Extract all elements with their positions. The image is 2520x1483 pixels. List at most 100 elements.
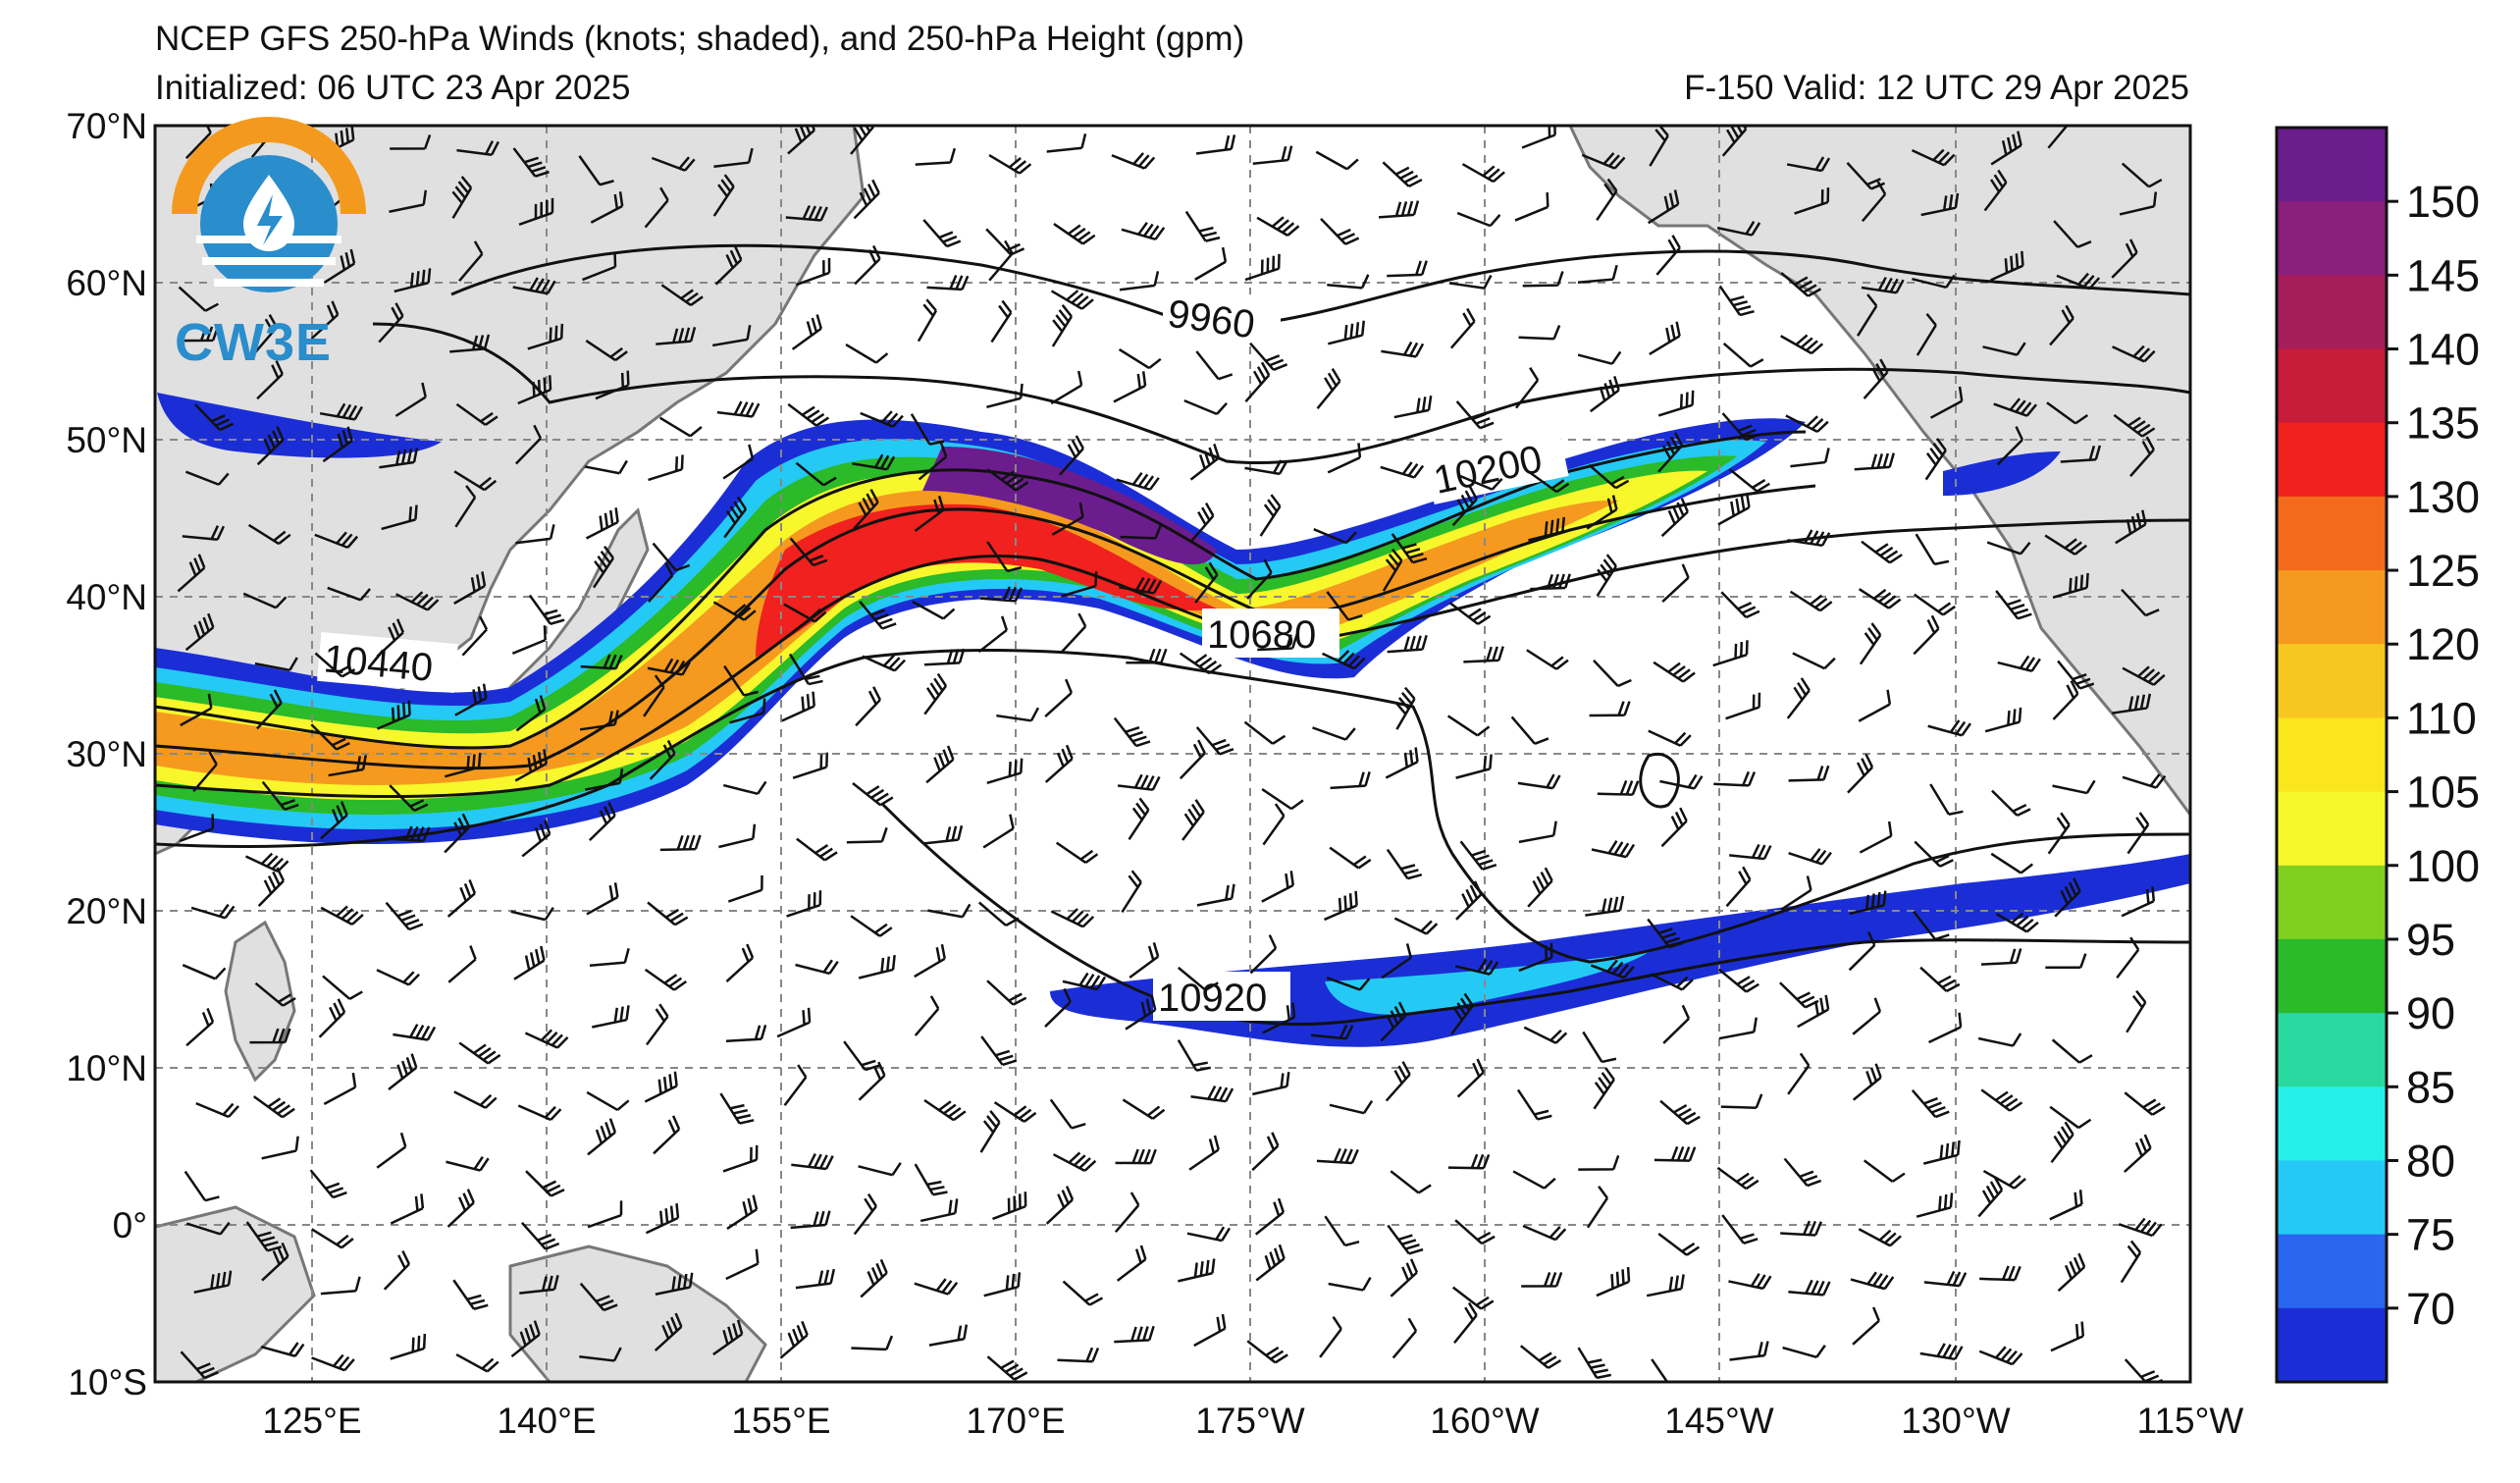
wind-barb bbox=[1060, 612, 1087, 654]
colorbar-segment bbox=[2277, 201, 2387, 276]
contour-label-10440: 10440 bbox=[322, 637, 435, 690]
wind-barb bbox=[385, 901, 424, 931]
wind-barb bbox=[1659, 773, 1704, 790]
colorbar-tick-label: 130 bbox=[2406, 472, 2480, 522]
wind-barb bbox=[1516, 1088, 1552, 1121]
wind-barb bbox=[528, 594, 565, 625]
wind-barb bbox=[2124, 1091, 2166, 1116]
wind-barb bbox=[1790, 448, 1830, 468]
wind-barb bbox=[1451, 1286, 1495, 1310]
colorbar-tick-label: 145 bbox=[2406, 250, 2480, 300]
wind-barb bbox=[1651, 1358, 1687, 1382]
wind-barb bbox=[1848, 931, 1876, 972]
wind-barb bbox=[1310, 1024, 1354, 1040]
wind-barb bbox=[927, 903, 971, 919]
wind-barb bbox=[1050, 370, 1083, 405]
wind-barb bbox=[1662, 1004, 1691, 1044]
wind-barb bbox=[713, 147, 754, 168]
wind-barb bbox=[1327, 274, 1370, 290]
wind-barb bbox=[1051, 502, 1084, 536]
wind-barb bbox=[520, 1221, 560, 1250]
wind-barb bbox=[185, 1007, 215, 1047]
map-title: NCEP GFS 250-hPa Winds (knots; shaded), … bbox=[155, 20, 1245, 58]
wind-barb bbox=[1454, 958, 1499, 976]
wind-barb bbox=[1454, 1219, 1496, 1245]
wind-barb bbox=[645, 1202, 680, 1235]
wind-barb bbox=[323, 1072, 357, 1105]
wind-barb bbox=[327, 586, 371, 602]
wind-barb bbox=[1181, 799, 1205, 841]
wind-barb bbox=[328, 755, 367, 777]
wind-barb bbox=[1660, 807, 1688, 848]
wind-barb bbox=[718, 823, 757, 849]
wind-barb bbox=[2121, 588, 2160, 617]
wind-barb bbox=[647, 901, 689, 927]
map-gridlines bbox=[155, 126, 2190, 1382]
wind-barb bbox=[193, 1270, 233, 1294]
wind-barb bbox=[655, 1272, 694, 1296]
wind-barb bbox=[1661, 563, 1690, 603]
wind-barb bbox=[2121, 886, 2156, 918]
wind-barb bbox=[1453, 1301, 1478, 1344]
wind-barb bbox=[1914, 840, 1954, 868]
wind-barb bbox=[1728, 468, 1770, 493]
wind-barb bbox=[182, 964, 227, 980]
wind-barb bbox=[1779, 981, 1819, 1009]
lon-label: 170°E bbox=[966, 1401, 1065, 1441]
wind-barb bbox=[1514, 367, 1540, 409]
wind-barb bbox=[1659, 1099, 1701, 1126]
wind-barb bbox=[919, 1198, 959, 1223]
wind-barb bbox=[1316, 367, 1341, 410]
wind-barb bbox=[1859, 622, 1882, 665]
wind-barb bbox=[1861, 276, 1905, 294]
wind-barb bbox=[1589, 376, 1620, 413]
wind-barb bbox=[1244, 459, 1288, 476]
wind-barb bbox=[194, 403, 235, 432]
wind-barb bbox=[645, 1003, 669, 1046]
wind-barb bbox=[521, 820, 551, 858]
wind-barb bbox=[323, 248, 356, 284]
colorbar-segment bbox=[2277, 422, 2387, 498]
wind-barb bbox=[1313, 528, 1357, 545]
wind-barb bbox=[712, 1319, 744, 1356]
wind-barb bbox=[1117, 773, 1161, 791]
wind-barb bbox=[1261, 871, 1294, 903]
wind-barb bbox=[2052, 779, 2096, 795]
wind-barb bbox=[1243, 720, 1286, 745]
wind-barb bbox=[2112, 693, 2152, 715]
wind-barb bbox=[1322, 650, 1366, 670]
wind-barb bbox=[1526, 649, 1569, 670]
wind-barb bbox=[1716, 1166, 1759, 1191]
valid-time: F-150 Valid: 12 UTC 29 Apr 2025 bbox=[1684, 69, 2189, 107]
wind-barb bbox=[1655, 235, 1681, 276]
wind-barb bbox=[1978, 1346, 2023, 1366]
wind-barb bbox=[1456, 211, 1501, 228]
wind-barb bbox=[1993, 397, 2038, 417]
wind-barb bbox=[725, 1025, 767, 1043]
wind-barb bbox=[1924, 438, 1947, 481]
wind-barb bbox=[986, 468, 1029, 492]
wind-barb bbox=[795, 959, 839, 976]
wind-barb bbox=[179, 814, 215, 843]
wind-barb bbox=[1053, 223, 1096, 245]
wind-barb bbox=[2050, 1121, 2074, 1164]
wind-barb bbox=[388, 1053, 418, 1091]
wind-barb bbox=[2047, 812, 2071, 855]
wind-barb bbox=[453, 470, 498, 492]
wind-barb bbox=[1252, 145, 1293, 166]
lat-label: 50°N bbox=[66, 420, 147, 460]
wind-barb bbox=[1461, 163, 1505, 184]
wind-barb bbox=[456, 140, 499, 156]
wind-barb bbox=[1387, 634, 1428, 654]
wind-barb bbox=[2124, 1358, 2164, 1382]
wind-barb bbox=[1256, 216, 1300, 237]
wind-barb bbox=[1049, 1098, 1086, 1130]
wind-barb bbox=[1785, 414, 1829, 433]
colorbar-segment bbox=[2277, 1234, 2387, 1309]
wind-barb bbox=[579, 1347, 622, 1362]
wind-barb bbox=[2044, 534, 2087, 556]
wind-barb bbox=[579, 710, 619, 731]
wind-barb bbox=[988, 239, 1014, 282]
wind-barb bbox=[1794, 187, 1830, 215]
wind-barb bbox=[376, 700, 411, 730]
